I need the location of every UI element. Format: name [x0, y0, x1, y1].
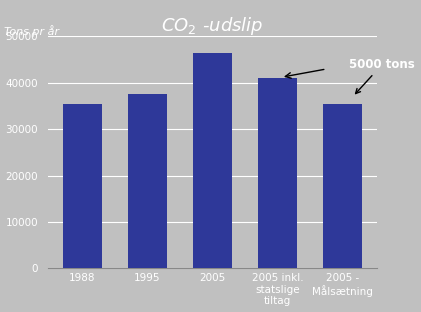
- Bar: [258, 78, 297, 268]
- Bar: [323, 104, 362, 268]
- Text: Tons pr år: Tons pr år: [4, 25, 59, 37]
- Text: 5000 tons: 5000 tons: [349, 58, 415, 94]
- Bar: [128, 95, 167, 268]
- Bar: [193, 53, 232, 268]
- Title: CO$_2$ -udslip: CO$_2$ -udslip: [161, 15, 264, 37]
- Bar: [63, 104, 102, 268]
